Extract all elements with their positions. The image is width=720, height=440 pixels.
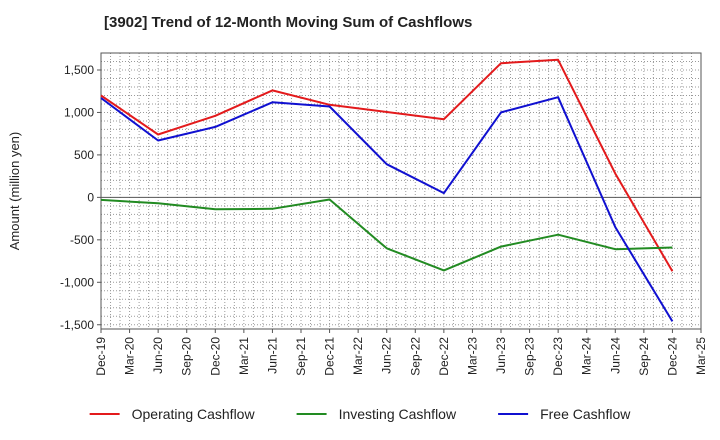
x-tick-label: Dec-24	[665, 337, 679, 376]
x-tick-label: Mar-23	[465, 337, 479, 375]
x-tick-label: Dec-19	[94, 337, 108, 376]
y-tick-label: 500	[74, 148, 94, 162]
x-tick-label: Jun-20	[151, 337, 165, 374]
x-tick-label: Sep-24	[637, 337, 651, 376]
series-lines	[100, 58, 674, 322]
free-cashflow-line	[100, 96, 674, 322]
x-tick-label: Dec-23	[551, 337, 565, 376]
legend-item: Operating Cashflow	[89, 406, 256, 422]
x-tick-label: Sep-20	[180, 337, 194, 376]
y-tick-label: -500	[70, 233, 94, 247]
x-tick-label: Dec-20	[208, 337, 222, 376]
legend-label: Investing Cashflow	[339, 406, 457, 422]
x-tick-label: Sep-22	[408, 337, 422, 376]
x-tick-label: Mar-25	[694, 337, 708, 375]
legend-label: Operating Cashflow	[132, 406, 256, 422]
y-tick-label: 1,500	[64, 63, 94, 77]
chart-title: [3902] Trend of 12-Month Moving Sum of C…	[104, 14, 473, 31]
x-tick-label: Jun-22	[380, 337, 394, 374]
legend-label: Free Cashflow	[540, 406, 631, 422]
x-tick-label: Mar-21	[237, 337, 251, 375]
legend-item: Investing Cashflow	[296, 406, 457, 422]
x-tick-label: Sep-23	[523, 337, 537, 376]
x-tick-label: Mar-24	[580, 337, 594, 375]
plot-area	[101, 53, 701, 329]
y-tick-label: -1,000	[60, 275, 94, 289]
axes: -1,500 -1,000 -500 0 500 1,000 1,500 Dec-19 Mar-…	[7, 52, 708, 376]
grid	[100, 52, 702, 329]
x-tick-label: Dec-22	[437, 337, 451, 376]
legend: Operating Cashflow Investing Cashflow Free…	[89, 406, 631, 422]
y-axis-label: Amount (million yen)	[7, 132, 22, 251]
operating-cashflow-line	[100, 58, 674, 272]
y-tick-label: 0	[87, 190, 94, 204]
x-tick-label: Jun-21	[265, 337, 279, 374]
x-tick-label: Mar-20	[123, 337, 137, 375]
y-tick-label: 1,000	[64, 105, 94, 119]
y-tick-label: -1,500	[60, 318, 94, 332]
investing-cashflow-line	[100, 198, 673, 272]
plot-border	[100, 52, 702, 330]
x-tick-label: Jun-24	[608, 337, 622, 374]
x-tick-label: Dec-21	[323, 337, 337, 376]
x-tick-label: Sep-21	[294, 337, 308, 376]
x-tick-label: Jun-23	[494, 337, 508, 374]
x-tick-label: Mar-22	[351, 337, 365, 375]
legend-item: Free Cashflow	[498, 406, 631, 422]
